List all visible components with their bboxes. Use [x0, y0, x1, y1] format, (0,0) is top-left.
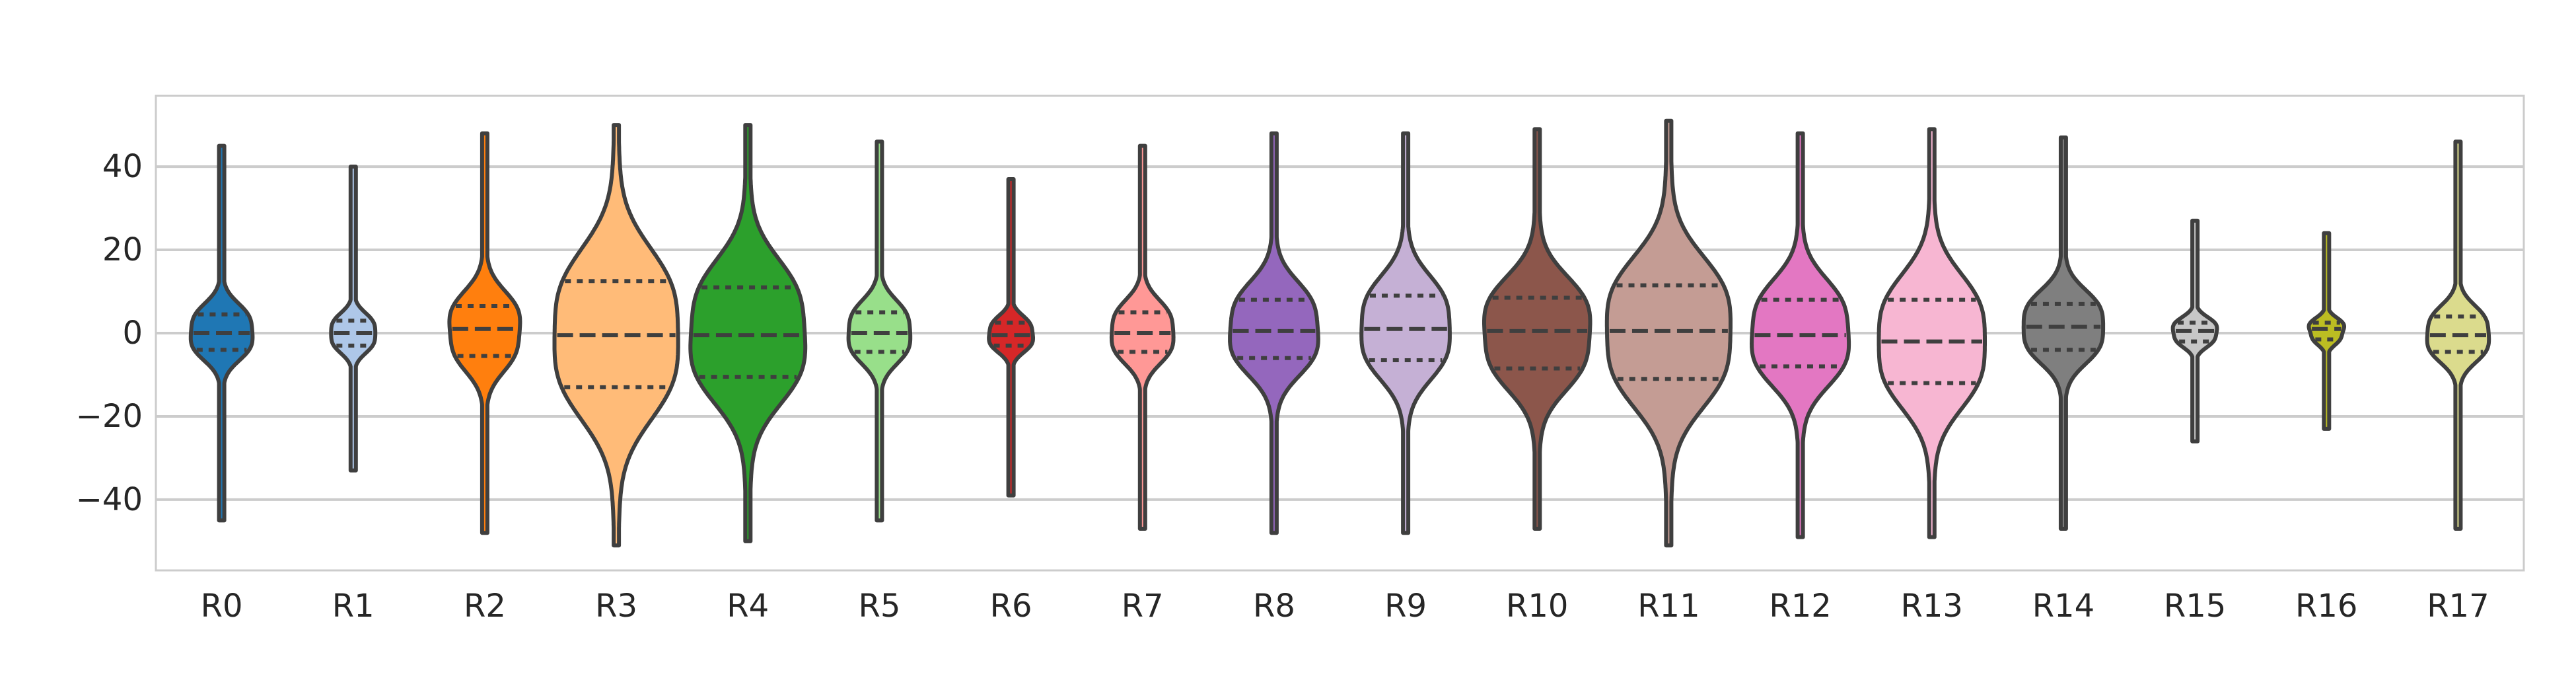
x-tick-label: R12	[1769, 588, 1831, 625]
x-tick-label: R16	[2295, 588, 2357, 625]
violin-R2	[447, 131, 522, 535]
x-tick-label: R7	[1122, 588, 1164, 625]
x-tick-label: R2	[464, 588, 506, 625]
violin-R4	[688, 123, 808, 543]
x-tick-label: R5	[858, 588, 900, 625]
y-tick-label: 0	[122, 315, 143, 352]
violin-R11	[1604, 118, 1733, 548]
violin-R16	[2307, 231, 2346, 431]
x-tick-label: R1	[332, 588, 375, 625]
y-tick-label: −40	[76, 481, 143, 518]
y-tick-label: −20	[76, 398, 143, 435]
x-tick-label: R17	[2427, 588, 2489, 625]
x-tick-label: R9	[1384, 588, 1427, 625]
y-tick-label: 40	[102, 148, 143, 185]
violin-R9	[1359, 131, 1452, 535]
violin-R8	[1228, 131, 1320, 535]
x-tick-label: R10	[1506, 588, 1568, 625]
x-tick-label: R4	[727, 588, 769, 625]
y-tick-label: 20	[102, 231, 143, 268]
violin-R1	[329, 165, 378, 473]
violin-R10	[1482, 127, 1592, 531]
violin-R14	[2021, 135, 2106, 531]
x-tick-label: R3	[595, 588, 637, 625]
x-tick-label: R8	[1253, 588, 1295, 625]
y-gridlines	[156, 165, 2524, 501]
x-tick-label: R15	[2164, 588, 2226, 625]
y-axis-tick-labels: −40 −20 0 20 40	[76, 148, 143, 518]
x-axis-tick-labels: R0 R1 R2 R3 R4 R5 R6 R7 R8 R9 R10 R11 R12 R13 R14 R15 R1…	[201, 588, 2489, 625]
plot-frame	[155, 95, 2525, 572]
violin-R6	[987, 177, 1035, 498]
x-tick-label: R11	[1637, 588, 1699, 625]
violin-R7	[1109, 143, 1176, 531]
violin-series	[188, 118, 2491, 548]
x-tick-label: R6	[990, 588, 1032, 625]
x-tick-label: R13	[1901, 588, 1963, 625]
violin-R15	[2170, 218, 2219, 443]
violin-R13	[1877, 127, 1987, 539]
x-tick-label: R0	[201, 588, 243, 625]
violin-R5	[846, 139, 913, 523]
x-tick-label: R14	[2032, 588, 2094, 625]
